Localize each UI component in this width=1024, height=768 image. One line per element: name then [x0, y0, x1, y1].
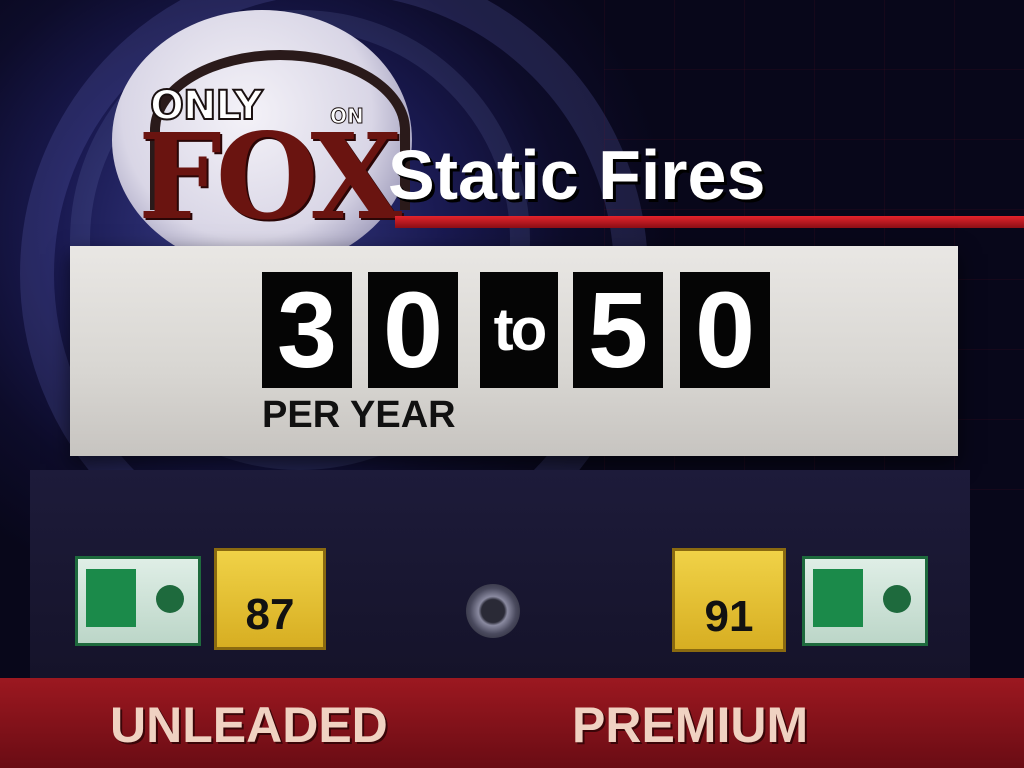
logo-arc: [150, 50, 410, 210]
logo-on-text: ON: [330, 104, 365, 129]
sticker-seal-icon: [883, 585, 911, 613]
counter-digit: 0: [680, 272, 770, 388]
headline-title: Static Fires: [388, 136, 766, 214]
grade-label-left: UNLEADED: [110, 697, 388, 753]
octane-label-left: 87: [214, 548, 326, 650]
grade-label-right: PREMIUM: [572, 697, 809, 753]
counter-connector: to: [480, 272, 558, 388]
logo-only-text: ONLY: [149, 83, 264, 129]
sticker-seal-icon: [156, 585, 184, 613]
counter-digit: 0: [368, 272, 458, 388]
sticker-band: [813, 569, 863, 627]
pump-sticker-left: [75, 556, 201, 646]
counter-caption: PER YEAR: [262, 394, 456, 436]
counter-digit: 3: [262, 272, 352, 388]
pump-sticker-right: [802, 556, 928, 646]
sticker-band: [86, 569, 136, 627]
logo-fox-text: FOX: [138, 107, 402, 246]
pump-lock-icon: [466, 584, 520, 638]
headline-underline: [395, 216, 1024, 228]
octane-label-right: 91: [672, 548, 786, 652]
counter-digit: 5: [573, 272, 663, 388]
grade-band: [0, 678, 1024, 768]
